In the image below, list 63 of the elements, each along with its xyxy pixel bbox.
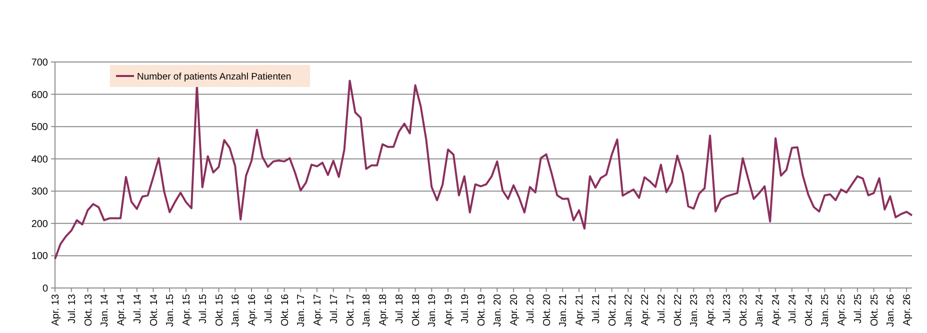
x-tick-label: Jan. 15 <box>165 294 176 327</box>
x-tick-label: Jan. 23 <box>689 294 700 327</box>
x-tick-label: Okt. 15 <box>214 294 226 326</box>
x-tick-label: Jan. 21 <box>558 294 570 327</box>
x-tick-label: Jan. 20 <box>492 294 504 327</box>
x-tick-label: Apr. 23 <box>706 294 717 326</box>
x-tick-label: Apr. 26 <box>902 294 914 326</box>
x-tick-label: Okt. 24 <box>804 294 815 326</box>
x-tick-label: Jul. 23 <box>722 294 733 324</box>
x-tick-label: Apr. 25 <box>836 294 848 326</box>
x-tick-label: Jan. 18 <box>362 294 373 327</box>
x-tick-label: Jul. 18 <box>394 294 406 324</box>
x-tick-label: Jan. 17 <box>296 294 308 327</box>
x-tick-label: Jul. 22 <box>656 294 668 324</box>
x-tick-label: Jan. 22 <box>624 294 635 327</box>
y-tick-label: 700 <box>31 58 48 68</box>
y-tick-label: 0 <box>42 284 48 294</box>
y-tick-label: 500 <box>31 122 48 134</box>
x-tick-label: Jul. 16 <box>263 294 274 324</box>
x-tick-label: Okt. 23 <box>738 294 750 326</box>
x-tick-label: Apr. 21 <box>574 294 586 326</box>
x-tick-label: Okt. 20 <box>542 294 553 326</box>
x-tick-label: Jan. 16 <box>230 294 242 327</box>
y-tick-label: 100 <box>31 251 48 262</box>
x-tick-label: Okt. 16 <box>280 294 291 326</box>
x-tick-label: Jul. 20 <box>525 294 536 324</box>
line-series <box>54 80 913 260</box>
x-tick-label: Jan. 14 <box>100 294 111 327</box>
x-tick-label: Jul. 25 <box>852 294 864 324</box>
y-tick-label: 600 <box>31 90 48 101</box>
x-tick-label: Okt. 21 <box>607 294 618 326</box>
legend-label: Number of patients Anzahl Patienten <box>137 71 292 82</box>
x-tick-label: Apr. 16 <box>247 294 258 326</box>
x-tick-label: Apr. 20 <box>509 294 520 326</box>
y-tick-label: 400 <box>31 154 48 166</box>
x-tick-label: Jul. 17 <box>328 294 340 324</box>
x-tick-label: Apr. 13 <box>50 294 62 326</box>
x-tick-label: Apr. 22 <box>640 294 652 326</box>
x-tick-label: Jul. 21 <box>590 294 602 324</box>
x-tick-label: Okt. 13 <box>83 294 94 326</box>
x-tick-label: Apr. 24 <box>771 294 782 326</box>
x-tick-label: Apr. 19 <box>444 294 455 326</box>
x-tick-label: Apr. 14 <box>116 294 128 326</box>
y-tick-label: 200 <box>31 218 48 230</box>
x-tick-label: Jul. 24 <box>787 294 798 324</box>
x-tick-label: Jul. 19 <box>460 294 471 324</box>
x-tick-label: Jul. 13 <box>66 294 78 324</box>
x-tick-label: Apr. 18 <box>378 294 390 326</box>
x-tick-label: Okt. 22 <box>672 294 684 326</box>
x-tick-label: Okt. 19 <box>476 294 488 326</box>
x-tick-label: Okt. 25 <box>869 294 880 326</box>
x-tick-label: Jan. 26 <box>886 294 897 327</box>
x-tick-label: Apr. 17 <box>312 294 324 326</box>
x-tick-label: Jul. 14 <box>132 294 144 324</box>
x-tick-label: Okt. 17 <box>345 294 356 326</box>
y-tick-label: 300 <box>31 186 48 198</box>
x-tick-label: Apr. 15 <box>182 294 193 326</box>
x-tick-label: Jan. 24 <box>754 294 766 327</box>
x-tick-label: Jul. 15 <box>198 294 209 324</box>
x-tick-label: Jan. 19 <box>427 294 438 327</box>
x-tick-label: Jan. 25 <box>820 294 832 327</box>
x-tick-label: Okt. 18 <box>410 294 422 326</box>
x-tick-label: Okt. 14 <box>148 294 160 326</box>
